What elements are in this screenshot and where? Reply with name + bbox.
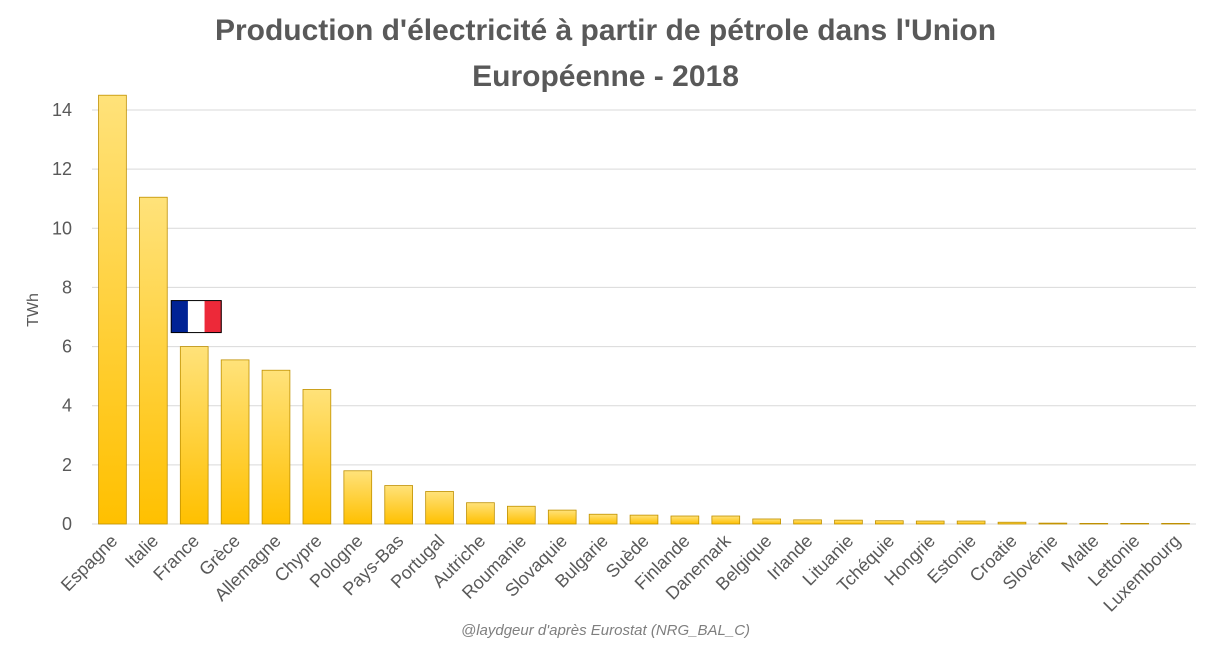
bar-belgique [752,518,781,525]
x-tick-label: Espagne [57,531,121,595]
y-tick-label: 2 [62,455,72,475]
y-tick-label: 14 [52,100,72,120]
bar-malte [1079,523,1109,525]
bar-luxembourg [1161,523,1190,525]
chart-title-line-2: Européenne - 2018 [472,60,739,93]
bar-portugal [425,491,454,525]
bar-espagne [98,94,127,525]
bar-pays-bas [384,485,413,525]
flag-stripe [204,300,222,333]
bar-italie [139,196,168,525]
bar-pologne [343,470,373,525]
bar-slov-nie [1038,522,1068,525]
y-tick-label: 8 [62,277,72,297]
bar-danemark [711,515,741,525]
y-tick-label: 0 [62,514,72,534]
bar-su-de [629,514,659,525]
bar-irlande [793,519,822,525]
bar-lituanie [834,519,863,525]
bar-hongrie [915,520,945,525]
bar-gr-ce [220,359,250,525]
bar-chypre [302,389,332,525]
bar-slovaquie [547,509,577,525]
flag-stripe [171,300,189,333]
bar-autriche [466,502,495,525]
y-tick-label: 6 [62,337,72,357]
y-tick-label: 10 [52,218,72,238]
bar-bulgarie [588,513,618,525]
bar-croatie [997,521,1027,525]
bar-lettonie [1120,523,1149,525]
y-axis-label: TWh [25,293,42,327]
flag-border [170,300,222,334]
source-credit: @laydgeur d'après Eurostat (NRG_BAL_C) [460,622,751,639]
bar-tch-quie [875,520,904,525]
bar-allemagne [261,369,291,525]
chart-title-line-1: Production d'électricité à partir de pét… [214,14,997,47]
x-tick-label: France [149,531,203,585]
bar-roumanie [507,505,536,525]
france-flag-icon [170,300,222,334]
flag-stripe [187,300,206,333]
y-tick-label: 12 [52,159,72,179]
bar-finlande [670,515,700,525]
y-tick-label: 4 [62,396,72,416]
bar-france [179,346,209,525]
bar-estonie [956,520,986,525]
